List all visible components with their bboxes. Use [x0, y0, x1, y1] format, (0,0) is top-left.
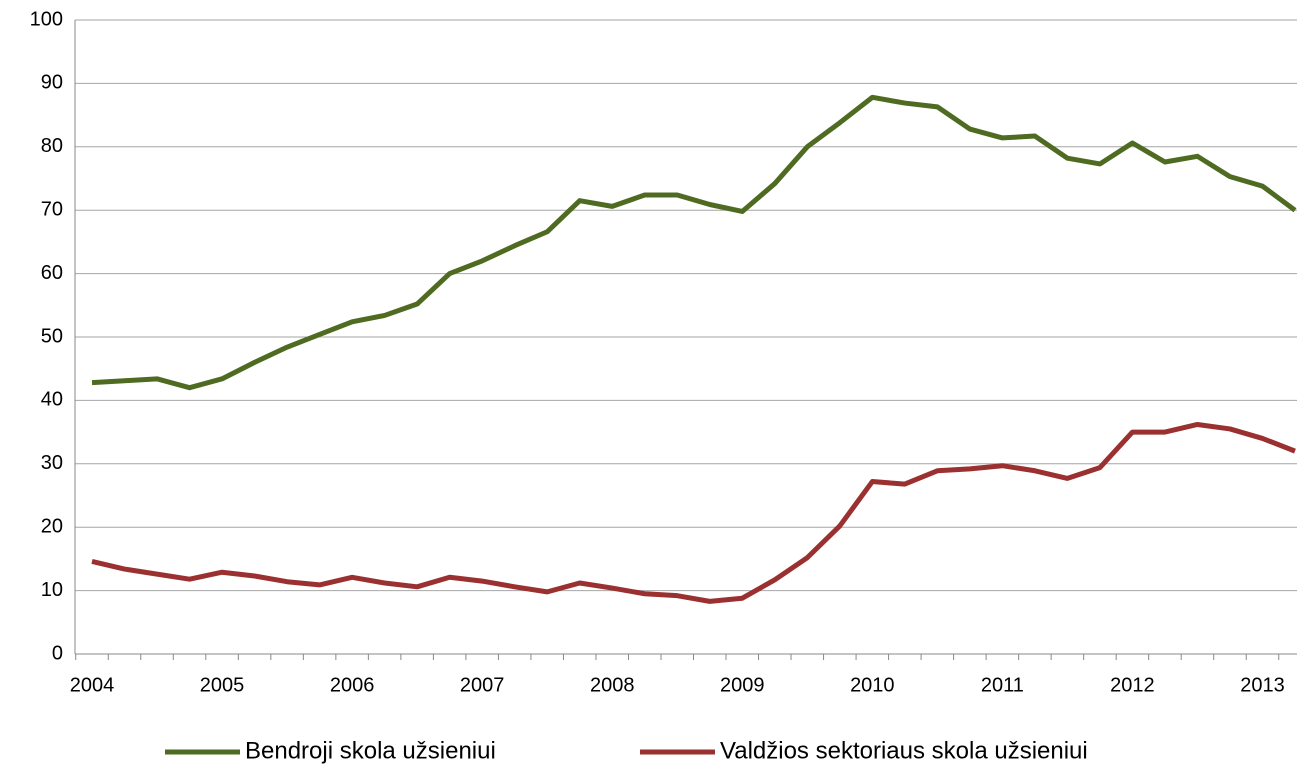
y-tick-label: 0	[52, 642, 63, 664]
y-tick-label: 40	[41, 389, 63, 411]
x-tick-label: 2006	[330, 674, 375, 696]
x-tick-label: 2011	[981, 674, 1024, 696]
y-tick-label: 50	[41, 325, 63, 347]
x-tick-label: 2007	[460, 674, 505, 696]
x-tick-label: 2012	[1110, 674, 1155, 696]
legend-label: Valdžios sektoriaus skola užsieniui	[720, 737, 1088, 764]
y-tick-label: 90	[41, 72, 63, 94]
x-tick-label: 2004	[70, 674, 115, 696]
x-tick-label: 2010	[850, 674, 895, 696]
x-tick-label: 2008	[590, 674, 635, 696]
y-tick-label: 20	[41, 515, 63, 537]
x-tick-label: 2009	[720, 674, 765, 696]
y-tick-label: 60	[41, 262, 63, 284]
y-tick-label: 10	[41, 579, 63, 601]
series-line	[91, 421, 1296, 604]
y-tick-label: 80	[41, 135, 63, 157]
series-line	[91, 94, 1297, 391]
legend-label: Bendroji skola užsieniui	[245, 737, 496, 764]
x-tick-label: 2005	[200, 674, 245, 696]
y-tick-label: 70	[41, 198, 63, 220]
y-tick-label: 100	[30, 8, 63, 30]
y-tick-label: 30	[41, 452, 63, 474]
x-tick-label: 2013	[1240, 674, 1285, 696]
